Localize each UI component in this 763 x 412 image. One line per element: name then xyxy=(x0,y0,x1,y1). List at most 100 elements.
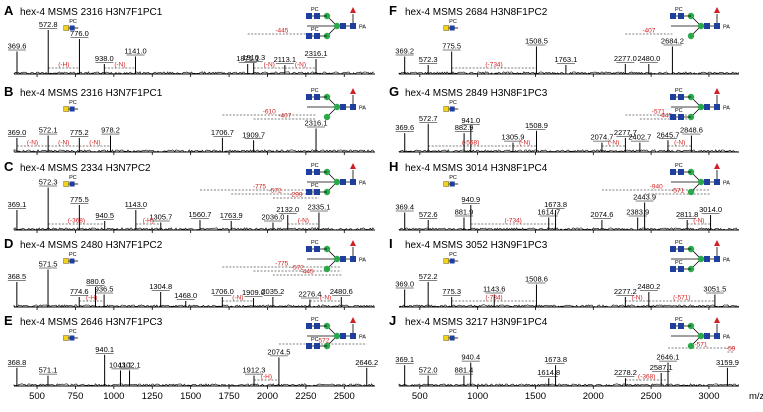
peak-label: 572.0 xyxy=(419,366,438,375)
baseline-noise xyxy=(13,149,375,153)
x-tick-label: 1500 xyxy=(525,391,546,402)
peak-label: 1912.3 xyxy=(243,366,266,375)
loss-label: (-571) xyxy=(673,295,690,302)
pc-label: PC xyxy=(311,88,319,94)
peak-label: 1143.0 xyxy=(125,200,147,209)
peak-label: 774.6 xyxy=(70,287,89,296)
loss-label: -445 xyxy=(659,113,672,120)
hexnac-square-icon xyxy=(306,33,312,39)
peak-label: 1508.9 xyxy=(525,121,548,130)
loss-label: -775 xyxy=(275,261,288,268)
pc-label: PC xyxy=(69,19,77,25)
hexnac-square-icon xyxy=(670,246,676,252)
loss-label: -610 xyxy=(263,109,276,116)
x-tick-label: 750 xyxy=(68,391,84,402)
hexnac-square-icon xyxy=(670,13,676,19)
loss-label: -59 xyxy=(726,346,736,353)
hexnac-square-icon xyxy=(314,323,320,329)
baseline-noise xyxy=(13,304,375,308)
peak-label: 572.3 xyxy=(39,178,58,187)
hexnac-square-icon xyxy=(678,114,684,120)
hexnac-square-icon xyxy=(314,189,320,195)
hexnac-square-icon xyxy=(670,114,676,120)
panel-letter: B xyxy=(4,84,13,99)
peak-label: 369.1 xyxy=(395,355,414,364)
hexnac-square-icon xyxy=(306,246,312,252)
hexnac-square-icon xyxy=(449,258,455,264)
peak-label: 369.4 xyxy=(395,203,414,212)
peak-label: 1909.7 xyxy=(242,130,265,139)
x-tick-label: 500 xyxy=(412,391,428,402)
peak-label: 572.8 xyxy=(39,20,58,29)
peak-label: 936.5 xyxy=(95,285,114,294)
hexnac-square-icon xyxy=(670,94,676,100)
loss-label: (-N) xyxy=(320,295,331,302)
loss-label: (-N) xyxy=(58,140,69,147)
peak-label: 940.4 xyxy=(461,353,480,362)
pc-label: PC xyxy=(675,88,683,94)
loss-label: (-N) xyxy=(693,218,704,225)
loss-label: (-N) xyxy=(232,295,243,302)
hexnac-square-icon xyxy=(69,181,75,187)
baseline-noise xyxy=(398,149,739,153)
peak-label: 1508.6 xyxy=(525,275,548,284)
peak-label: 2277.7 xyxy=(614,128,637,137)
pc-label: PC xyxy=(449,329,457,335)
hexnac-square-icon xyxy=(449,181,455,187)
peak-label: 2684.2 xyxy=(661,37,684,46)
peak-label: 1143.6 xyxy=(483,285,505,294)
peak-label: 572.7 xyxy=(419,114,438,123)
peak-label: 1043.1 xyxy=(109,360,132,369)
fucose-triangle-icon xyxy=(350,240,356,246)
peak-label: 2316.1 xyxy=(305,49,328,58)
loss-label: (-H) xyxy=(86,295,97,302)
hexnac-square-icon xyxy=(69,106,75,112)
hexose-circle-icon xyxy=(323,265,331,273)
pc-label: PC xyxy=(69,100,77,106)
pc-label: PC xyxy=(449,252,457,258)
peak-label: 1763.9 xyxy=(220,211,243,220)
x-tick-label: 1750 xyxy=(218,391,239,402)
loss-label: -571 xyxy=(671,188,684,195)
x-tick-label: 2000 xyxy=(257,391,278,402)
hexnac-square-icon xyxy=(670,323,676,329)
hexose-yellow-icon xyxy=(443,25,449,31)
loss-label: (-N) xyxy=(519,140,530,147)
fucose-triangle-icon xyxy=(714,88,720,94)
pa-label: PA xyxy=(723,181,730,187)
panel-letter: F xyxy=(389,3,397,18)
peak-label: 940.9 xyxy=(461,195,480,204)
hexnac-square-icon xyxy=(340,256,346,262)
hexnac-square-icon xyxy=(714,23,720,29)
panel-letter: C xyxy=(4,159,14,174)
hexnac-square-icon xyxy=(449,335,455,341)
peak-label: 941.0 xyxy=(461,116,480,125)
hexose-circle-icon xyxy=(333,22,341,30)
loss-label: (-368) xyxy=(638,374,655,381)
fucose-triangle-icon xyxy=(350,317,356,323)
hexose-circle-icon xyxy=(323,113,331,121)
loss-label: (-N) xyxy=(608,140,619,147)
panel-title: hex-4 MSMS 2849 H3N8F1PC3 xyxy=(405,88,548,99)
loss-label: (-734) xyxy=(485,295,502,302)
loss-label: -572 xyxy=(316,338,329,345)
peak-label: 1560.7 xyxy=(189,210,212,219)
panel-title: hex-4 MSMS 2480 H3N7F1PC2 xyxy=(20,240,163,251)
pc-label: PC xyxy=(69,252,77,258)
hexnac-square-icon xyxy=(678,323,684,329)
peak-label: 2113.1 xyxy=(274,55,296,64)
peak-label: 1706.0 xyxy=(211,287,234,296)
peak-label: 572.3 xyxy=(419,55,438,64)
peak-label: 572.6 xyxy=(419,210,438,219)
peak-label: 2402.7 xyxy=(628,133,651,142)
loss-label: (-N) xyxy=(89,140,100,147)
peak-label: 368.5 xyxy=(7,272,26,281)
pc-label: PC xyxy=(311,183,319,189)
hexnac-square-icon xyxy=(714,333,720,339)
peak-label: 880.6 xyxy=(86,277,105,286)
